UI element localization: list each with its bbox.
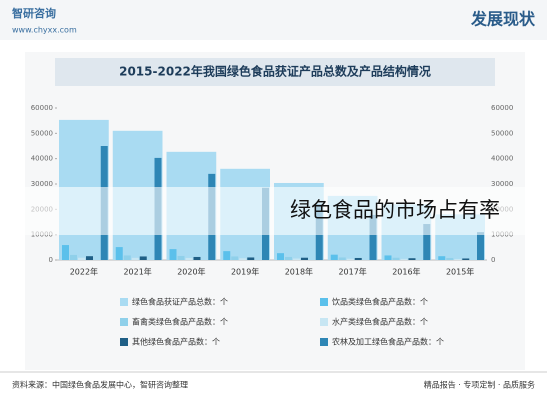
bar [70, 254, 77, 260]
legend-swatch [120, 318, 128, 326]
bar [285, 256, 292, 260]
y-tick-label: 0 [49, 256, 53, 264]
legend-label: 农林及加工绿色食品产品数：个 [332, 337, 444, 347]
bar [239, 258, 247, 260]
bar [123, 255, 131, 260]
bar [139, 256, 147, 260]
y-tick-label: 40000 [31, 155, 53, 163]
legend-swatch [320, 298, 328, 306]
y-tick-label: 60000 [31, 104, 53, 112]
bar [423, 224, 431, 260]
overlay-text: 绿色食品的市场占有率 [290, 198, 500, 222]
bar [115, 247, 123, 260]
overlay-band [15, 187, 547, 235]
chart-title: 2015-2022年我国绿色食品获证产品总数及产品结构情况 [119, 64, 431, 79]
source: 资料来源：中国绿色食品发展中心，智研咨询整理 [12, 380, 188, 390]
bar [346, 258, 354, 260]
bar [277, 253, 284, 260]
bar [477, 232, 484, 260]
bar [462, 258, 470, 260]
bar [177, 255, 185, 260]
x-tick-label: 2020年 [177, 267, 205, 277]
legend-label: 绿色食品获证产品总数：个 [132, 297, 228, 307]
bar [193, 256, 201, 260]
title-bar [55, 58, 495, 86]
x-tick-label: 2019年 [231, 267, 259, 277]
bar [62, 245, 69, 260]
bar [131, 257, 139, 260]
bar [384, 255, 392, 260]
legend-swatch [320, 338, 328, 346]
legend-swatch [120, 338, 128, 346]
slogan: 精品报告 · 专项定制 · 品质服务 [424, 380, 535, 390]
bar [169, 249, 177, 260]
header-bar [0, 0, 547, 40]
section-title: 发展现状 [470, 10, 536, 29]
bar [438, 256, 446, 260]
bar [247, 257, 255, 260]
legend-label: 其他绿色食品产品数：个 [132, 337, 220, 347]
x-tick-label: 2017年 [338, 267, 366, 277]
bar [354, 257, 362, 260]
bar [185, 257, 193, 260]
x-tick-label: 2021年 [123, 267, 151, 277]
bar [330, 254, 338, 260]
bar [301, 257, 308, 260]
bar [86, 256, 93, 260]
brand: 智研咨询 [12, 6, 56, 20]
bar [223, 251, 231, 260]
y2-tick-label: 60000 [491, 104, 513, 112]
legend-swatch [320, 318, 328, 326]
bar [400, 258, 408, 260]
y2-tick-label: 30000 [491, 180, 513, 188]
x-tick-label: 2016年 [392, 267, 420, 277]
bar [231, 256, 239, 260]
y2-tick-label: 0 [491, 256, 495, 264]
bar [78, 257, 85, 260]
bar [293, 258, 300, 260]
site: www.chyxx.com [12, 26, 77, 35]
legend-label: 饮品类绿色食品产品数：个 [332, 297, 428, 307]
y-tick-label: 50000 [31, 129, 53, 137]
y-tick-label: 30000 [31, 180, 53, 188]
y2-tick-label: 40000 [491, 155, 513, 163]
x-tick-label: 2018年 [285, 267, 313, 277]
legend-label: 水产类绿色食品产品数：个 [332, 317, 428, 327]
legend-swatch [120, 298, 128, 306]
bar [408, 258, 416, 260]
bar [392, 257, 400, 260]
bar [446, 257, 454, 260]
bar [454, 258, 462, 260]
bar [369, 214, 377, 260]
x-tick-label: 2015年 [446, 267, 474, 277]
x-tick-label: 2022年 [70, 267, 98, 277]
bar [338, 257, 346, 260]
y2-tick-label: 50000 [491, 129, 513, 137]
legend-label: 畜禽类绿色食品产品数：个 [132, 317, 228, 327]
